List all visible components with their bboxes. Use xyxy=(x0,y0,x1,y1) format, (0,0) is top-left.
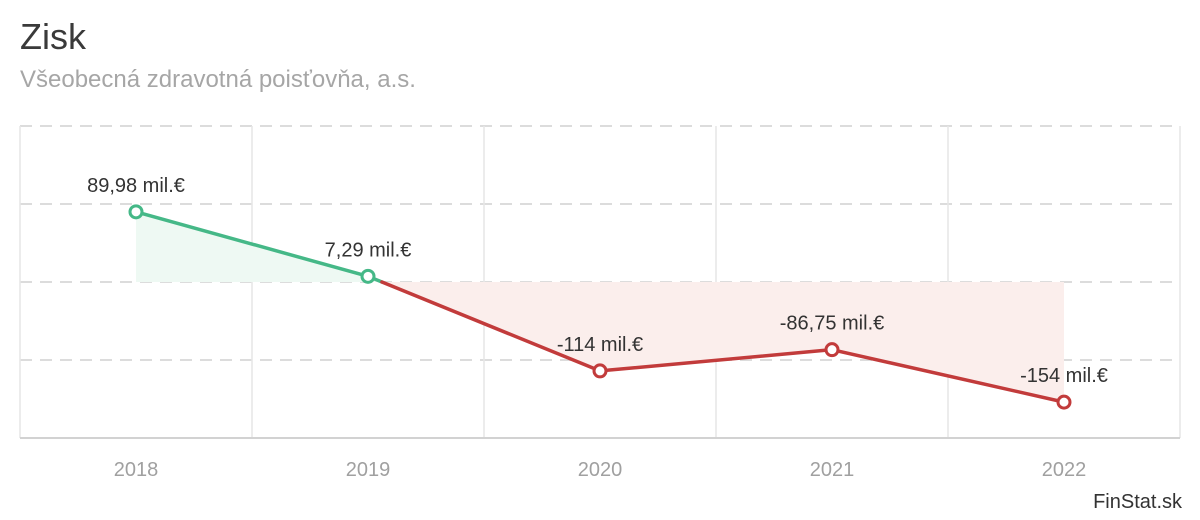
data-label-2021: -86,75 mil.€ xyxy=(780,313,885,335)
data-point-2021 xyxy=(824,342,840,358)
data-labels: 89,98 mil.€ 7,29 mil.€ -114 mil.€ -86,75 mi… xyxy=(87,175,1108,387)
data-label-2019: 7,29 mil.€ xyxy=(325,239,412,261)
data-label-2020: -114 mil.€ xyxy=(557,334,643,356)
data-label-2018: 89,98 mil.€ xyxy=(87,175,185,197)
data-point-2020 xyxy=(592,363,608,379)
data-point-2018 xyxy=(128,204,144,220)
x-axis-ticks: 2018 2019 2020 2021 2022 xyxy=(114,459,1087,481)
data-points xyxy=(128,204,1072,410)
profit-series-line xyxy=(134,210,1066,404)
x-tick-2021: 2021 xyxy=(810,459,855,481)
x-tick-2022: 2022 xyxy=(1042,459,1087,481)
data-point-2019 xyxy=(360,268,376,284)
line-segment xyxy=(598,347,834,373)
line-segment xyxy=(830,347,1066,404)
data-label-2022: -154 mil.€ xyxy=(1020,365,1108,387)
x-tick-2018: 2018 xyxy=(114,459,159,481)
source-credit[interactable]: FinStat.sk xyxy=(1093,491,1182,513)
negative-area-band xyxy=(381,282,1064,403)
data-point-2022 xyxy=(1056,394,1072,410)
chart-subtitle: Všeobecná zdravotná poisťovňa, a.s. xyxy=(20,66,416,93)
chart-title: Zisk xyxy=(20,16,86,57)
x-tick-2019: 2019 xyxy=(346,459,391,481)
x-tick-2020: 2020 xyxy=(578,459,623,481)
line-segment xyxy=(134,210,370,279)
line-segment xyxy=(380,280,602,373)
